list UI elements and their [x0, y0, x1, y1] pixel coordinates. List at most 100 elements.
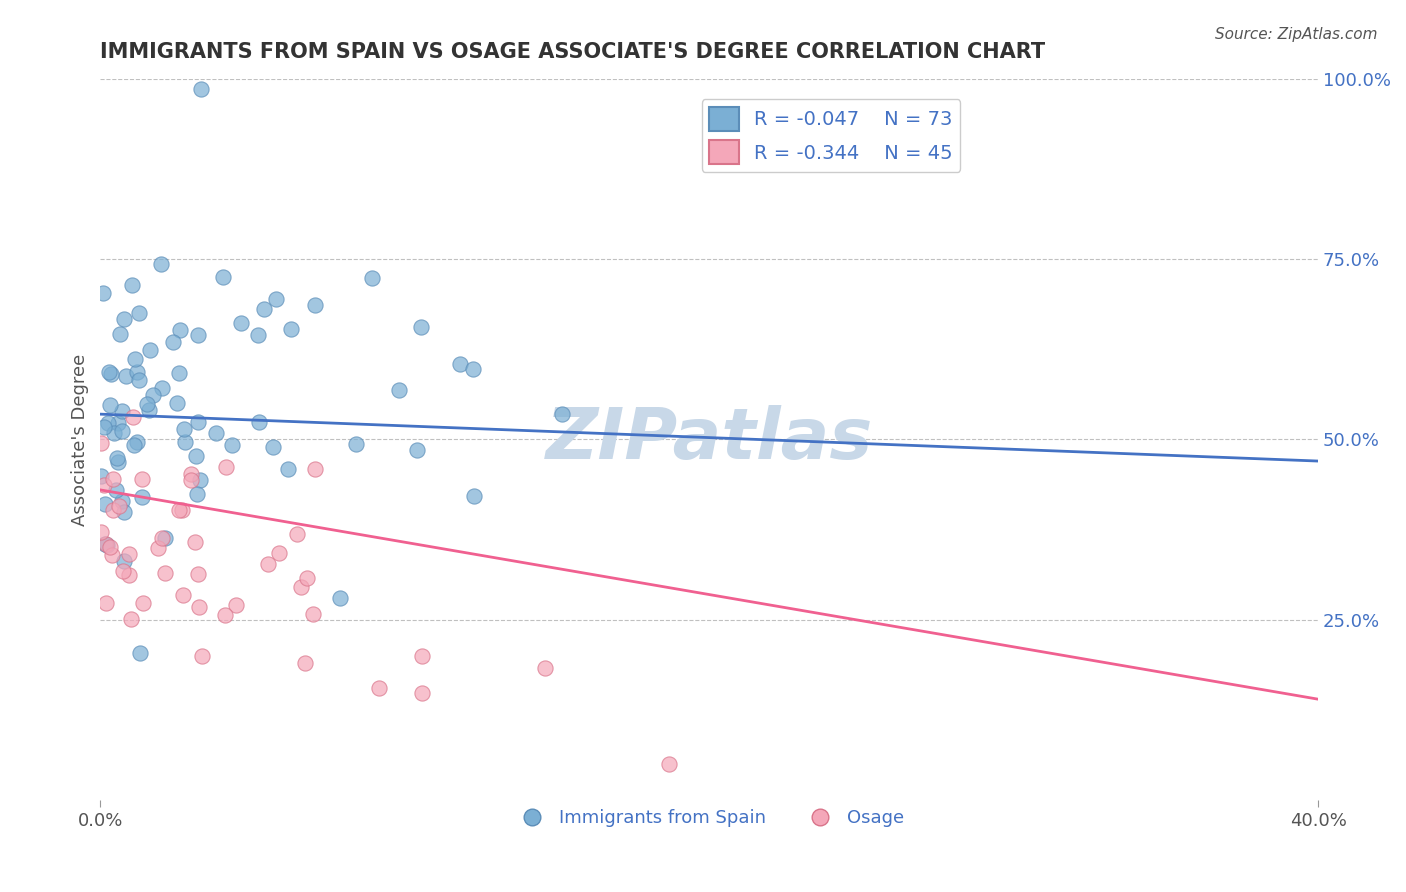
Point: [170, 503, 193, 517]
Point: [90, 524, 112, 539]
Point: [294, 656, 316, 670]
Point: [93, 477, 115, 491]
Legend: Immigrants from Spain, Osage: Immigrants from Spain, Osage: [506, 802, 911, 835]
Point: [111, 564, 134, 578]
Point: [129, 646, 152, 660]
Point: [128, 306, 150, 320]
Point: [112, 505, 135, 519]
Point: [149, 257, 172, 271]
Point: [111, 494, 134, 508]
Y-axis label: Associate's Degree: Associate's Degree: [72, 353, 89, 525]
Point: [162, 334, 184, 349]
Point: [411, 320, 433, 334]
Point: [449, 357, 471, 371]
Point: [155, 531, 177, 545]
Point: [146, 541, 169, 556]
Text: IMMIGRANTS FROM SPAIN VS OSAGE ASSOCIATE'S DEGREE CORRELATION CHART: IMMIGRANTS FROM SPAIN VS OSAGE ASSOCIATE…: [100, 42, 1046, 62]
Point: [124, 352, 146, 367]
Point: [277, 462, 299, 476]
Point: [108, 500, 131, 514]
Point: [150, 381, 173, 395]
Point: [167, 503, 190, 517]
Point: [187, 567, 209, 582]
Point: [136, 397, 159, 411]
Point: [98, 540, 121, 554]
Point: [153, 566, 176, 581]
Point: [295, 571, 318, 585]
Point: [107, 455, 129, 469]
Point: [304, 298, 326, 312]
Point: [187, 415, 209, 429]
Point: [186, 487, 208, 501]
Point: [101, 549, 124, 563]
Point: [215, 460, 238, 475]
Point: [131, 491, 153, 505]
Point: [100, 367, 122, 381]
Point: [551, 407, 574, 421]
Point: [214, 607, 236, 622]
Point: [368, 681, 391, 696]
Point: [105, 483, 128, 497]
Point: [96, 417, 118, 431]
Point: [167, 366, 190, 380]
Point: [91, 285, 114, 300]
Point: [101, 502, 124, 516]
Point: [269, 546, 291, 560]
Point: [94, 596, 117, 610]
Point: [128, 373, 150, 387]
Point: [406, 443, 429, 458]
Point: [107, 416, 129, 430]
Point: [173, 422, 195, 436]
Point: [90, 435, 112, 450]
Point: [93, 420, 115, 434]
Point: [658, 757, 681, 772]
Point: [90, 469, 112, 483]
Point: [304, 462, 326, 476]
Point: [103, 425, 125, 440]
Point: [96, 538, 118, 552]
Point: [191, 649, 214, 664]
Point: [96, 537, 118, 551]
Point: [221, 438, 243, 452]
Point: [190, 82, 212, 96]
Point: [110, 326, 132, 341]
Point: [121, 277, 143, 292]
Point: [205, 426, 228, 441]
Point: [125, 366, 148, 380]
Point: [180, 467, 202, 481]
Point: [97, 365, 120, 379]
Point: [172, 588, 194, 602]
Point: [98, 398, 121, 412]
Text: ZIPatlas: ZIPatlas: [546, 405, 873, 474]
Point: [280, 322, 302, 336]
Point: [533, 661, 555, 675]
Point: [361, 270, 384, 285]
Point: [180, 473, 202, 487]
Point: [122, 437, 145, 451]
Point: [411, 686, 433, 700]
Point: [344, 436, 367, 450]
Point: [229, 316, 252, 330]
Point: [329, 591, 352, 606]
Point: [212, 270, 235, 285]
Point: [188, 473, 211, 487]
Point: [138, 403, 160, 417]
Point: [253, 302, 276, 317]
Text: Source: ZipAtlas.com: Source: ZipAtlas.com: [1215, 27, 1378, 42]
Point: [131, 472, 153, 486]
Point: [120, 612, 142, 626]
Point: [111, 424, 134, 438]
Point: [187, 600, 209, 615]
Point: [184, 534, 207, 549]
Point: [112, 554, 135, 568]
Point: [173, 435, 195, 450]
Point: [118, 547, 141, 561]
Point: [266, 292, 288, 306]
Point: [247, 416, 270, 430]
Point: [142, 388, 165, 402]
Point: [139, 343, 162, 357]
Point: [256, 558, 278, 572]
Point: [388, 383, 411, 397]
Point: [150, 531, 173, 545]
Point: [166, 396, 188, 410]
